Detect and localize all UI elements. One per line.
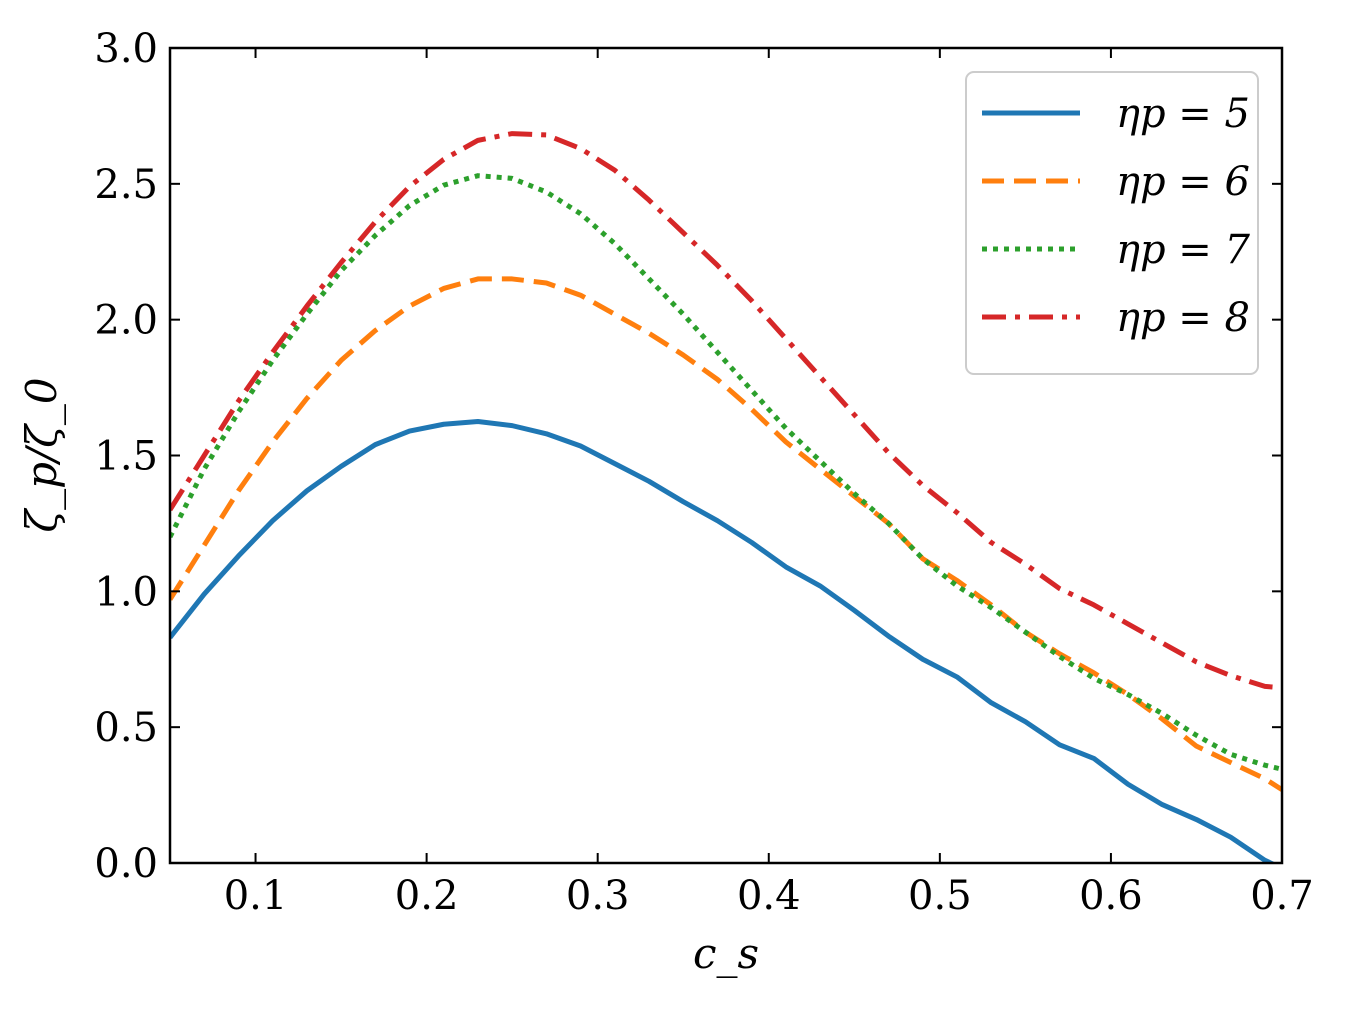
y-tick-label: 3.0	[94, 26, 158, 72]
y-axis-title: ζ_p/ζ_0	[17, 377, 66, 532]
tick-label-layer: 0.1 0.2 0.3 0.4 0.5 0.6 0.7 0.0 0.5 1.0 1.5 2.0 2.5 3…	[94, 26, 1313, 919]
x-tick-label: 0.5	[908, 873, 972, 919]
x-tick-label: 0.2	[395, 873, 459, 919]
legend-label-1: ηp = 5	[1116, 91, 1250, 137]
y-tick-label: 1.0	[94, 569, 158, 615]
y-tick-label: 0.5	[94, 705, 158, 751]
y-tick-label: 1.5	[94, 434, 158, 480]
legend: ηp = 5 ηp = 6 ηp = 7 ηp = 8	[965, 71, 1259, 375]
legend-label-4: ηp = 8	[1116, 295, 1250, 341]
legend-entries: ηp = 5 ηp = 6 ηp = 7 ηp = 8	[982, 91, 1251, 341]
series-layer	[170, 131, 1282, 863]
legend-box	[965, 71, 1259, 375]
x-tick-label: 0.6	[1079, 873, 1143, 919]
x-tick-label: 0.4	[737, 873, 801, 919]
x-tick-label: 0.3	[566, 873, 630, 919]
series-line-4	[170, 131, 1282, 691]
x-axis-title: c_s	[693, 929, 759, 978]
y-tick-label: 2.0	[94, 298, 158, 344]
x-tick-label: 0.7	[1250, 873, 1314, 919]
legend-label-2: ηp = 6	[1116, 159, 1250, 205]
series-line-3	[170, 173, 1282, 772]
y-tick-label: 2.5	[94, 162, 158, 208]
y-tick-label: 0.0	[94, 841, 158, 887]
legend-label-3: ηp = 7	[1116, 227, 1251, 273]
series-line-1	[170, 419, 1277, 863]
x-tick-label: 0.1	[224, 873, 288, 919]
tick-layer	[170, 47, 1283, 864]
